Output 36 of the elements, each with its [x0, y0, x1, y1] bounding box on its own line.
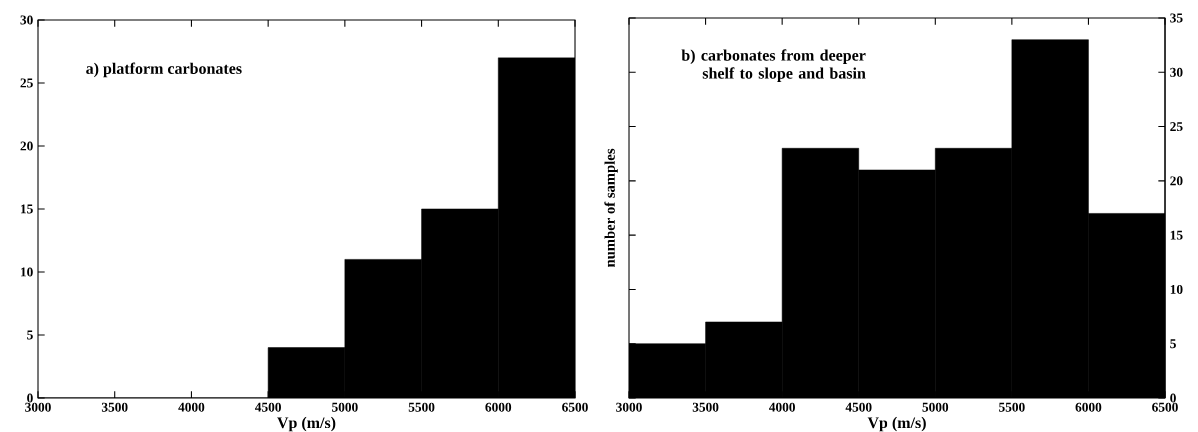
x-tick-label: 6500	[562, 402, 588, 412]
x-axis-title: Vp (m/s)	[277, 416, 336, 432]
y-tick-label: 30	[20, 15, 33, 25]
x-tick-label: 4500	[255, 402, 281, 412]
x-tick-label: 3500	[101, 402, 128, 412]
x-tick-label: 5000	[922, 402, 949, 412]
x-tick-label: 5000	[332, 402, 358, 412]
x-tick-label: 5500	[408, 402, 435, 412]
x-axis-title: Vp (m/s)	[867, 416, 926, 432]
x-tick-label: 6000	[485, 402, 512, 412]
x-tick-label: 4000	[178, 402, 205, 412]
y-tick-label: 10	[21, 267, 33, 277]
y-tick-label: 25	[20, 78, 33, 88]
y-tick-label: 0	[27, 393, 33, 403]
y-tick-label: 5	[27, 330, 33, 340]
x-tick-label: 3000	[25, 402, 51, 412]
x-tick-label: 5500	[999, 402, 1025, 412]
text: a) platform carbonates	[86, 62, 242, 78]
y-tick-label: 15	[21, 204, 33, 214]
x-tick-label: 3500	[692, 402, 719, 412]
y-tick-label: 20	[20, 141, 33, 151]
x-tick-label: 6000	[1075, 402, 1102, 412]
x-tick-label: 3000	[616, 402, 642, 412]
x-tick-label: 4000	[769, 402, 795, 412]
y-axis-title: number of samples	[604, 148, 618, 268]
x-tick-label: 6500	[1152, 402, 1178, 412]
y2-tick-label: 0	[1170, 393, 1176, 403]
y2-tick-label: 35	[1170, 13, 1183, 23]
y2-tick-label: 30	[1170, 67, 1183, 77]
y2-tick-label: 20	[1170, 176, 1183, 186]
x-tick-label: 4500	[845, 402, 872, 412]
y2-tick-label: 25	[1170, 122, 1183, 132]
text: b) carbonates from deeper shelf to slope and basin	[681, 49, 866, 82]
y2-tick-label: 10	[1170, 284, 1183, 294]
y2-tick-label: 15	[1170, 230, 1183, 240]
y2-tick-label: 5	[1170, 339, 1176, 349]
